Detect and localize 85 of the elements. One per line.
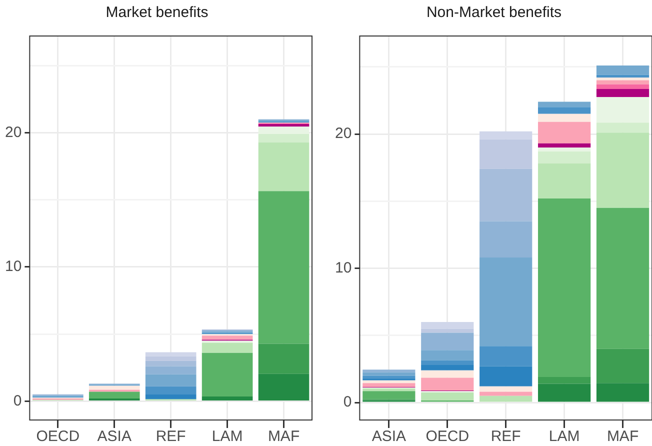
y-tick-label: 10: [334, 259, 352, 276]
bar: [258, 191, 310, 344]
bar: [596, 348, 650, 384]
bar: [145, 374, 196, 386]
x-tick-label: MAF: [606, 428, 639, 446]
bar: [538, 151, 591, 164]
bar: [596, 208, 650, 349]
bar: [145, 352, 196, 356]
bar: [258, 134, 310, 142]
bar: [145, 394, 196, 400]
bar: [145, 360, 196, 366]
bar: [480, 366, 532, 386]
bar: [538, 377, 591, 384]
bar: [362, 380, 416, 384]
x-tick-label: MAF: [268, 428, 300, 446]
bar: [596, 132, 650, 208]
bar: [88, 386, 140, 390]
bar: [480, 168, 532, 222]
y-tick-label: 20: [334, 125, 352, 142]
bar: [596, 74, 650, 78]
x-tick-label: ASIA: [97, 428, 132, 446]
bar: [88, 392, 140, 399]
y-tick-label: 0: [13, 392, 22, 410]
bar: [538, 122, 591, 144]
bar: [421, 364, 474, 370]
bar: [145, 366, 196, 374]
x-tick-label: OECD: [426, 428, 470, 446]
chart-title: Market benefits: [106, 4, 208, 22]
bar: [538, 164, 591, 198]
bar: [421, 332, 474, 350]
bar: [362, 383, 416, 387]
bar: [258, 124, 310, 127]
bar: [596, 78, 650, 80]
bar: [480, 396, 532, 402]
bar: [480, 346, 532, 366]
bar: [258, 374, 310, 400]
bar: [258, 344, 310, 374]
bar: [538, 143, 591, 148]
bar: [596, 122, 650, 133]
bar: [362, 388, 416, 392]
bar: [596, 80, 650, 84]
x-tick-label: LAM: [548, 428, 580, 446]
bar: [480, 131, 532, 140]
bar: [421, 378, 474, 390]
bar: [362, 376, 416, 378]
bar: [480, 392, 532, 396]
bar: [421, 370, 474, 378]
bar: [596, 84, 650, 90]
bar: [538, 102, 591, 108]
bar: [145, 386, 196, 394]
bar: [596, 89, 650, 98]
y-tick-label: 10: [4, 258, 22, 276]
bar: [362, 391, 416, 400]
bar: [421, 322, 474, 329]
x-tick-label: REF: [156, 428, 186, 446]
bar: [202, 396, 253, 400]
bar: [480, 221, 532, 258]
bar: [596, 383, 650, 402]
bar: [421, 392, 474, 401]
bar: [421, 350, 474, 360]
bar: [202, 342, 253, 353]
bar: [538, 107, 591, 114]
x-tick-label: ASIA: [372, 428, 406, 446]
bar: [362, 370, 416, 372]
bar: [202, 352, 253, 397]
chart-title: Non-Market benefits: [426, 4, 562, 22]
y-tick-label: 0: [343, 394, 352, 411]
bar: [538, 114, 591, 122]
bar: [258, 142, 310, 192]
bar: [421, 328, 474, 333]
bar: [202, 336, 253, 340]
bar: [596, 66, 650, 75]
bar: [538, 147, 591, 152]
y-tick-label: 20: [4, 124, 22, 141]
bar: [480, 139, 532, 169]
x-tick-label: OECD: [36, 428, 80, 446]
x-tick-label: REF: [490, 428, 521, 446]
x-tick-label: LAM: [212, 428, 243, 446]
bar: [145, 356, 196, 361]
bar: [480, 386, 532, 392]
bar: [538, 384, 591, 402]
bar: [421, 360, 474, 365]
bar: [538, 198, 591, 378]
bar: [480, 258, 532, 346]
bar: [596, 97, 650, 123]
